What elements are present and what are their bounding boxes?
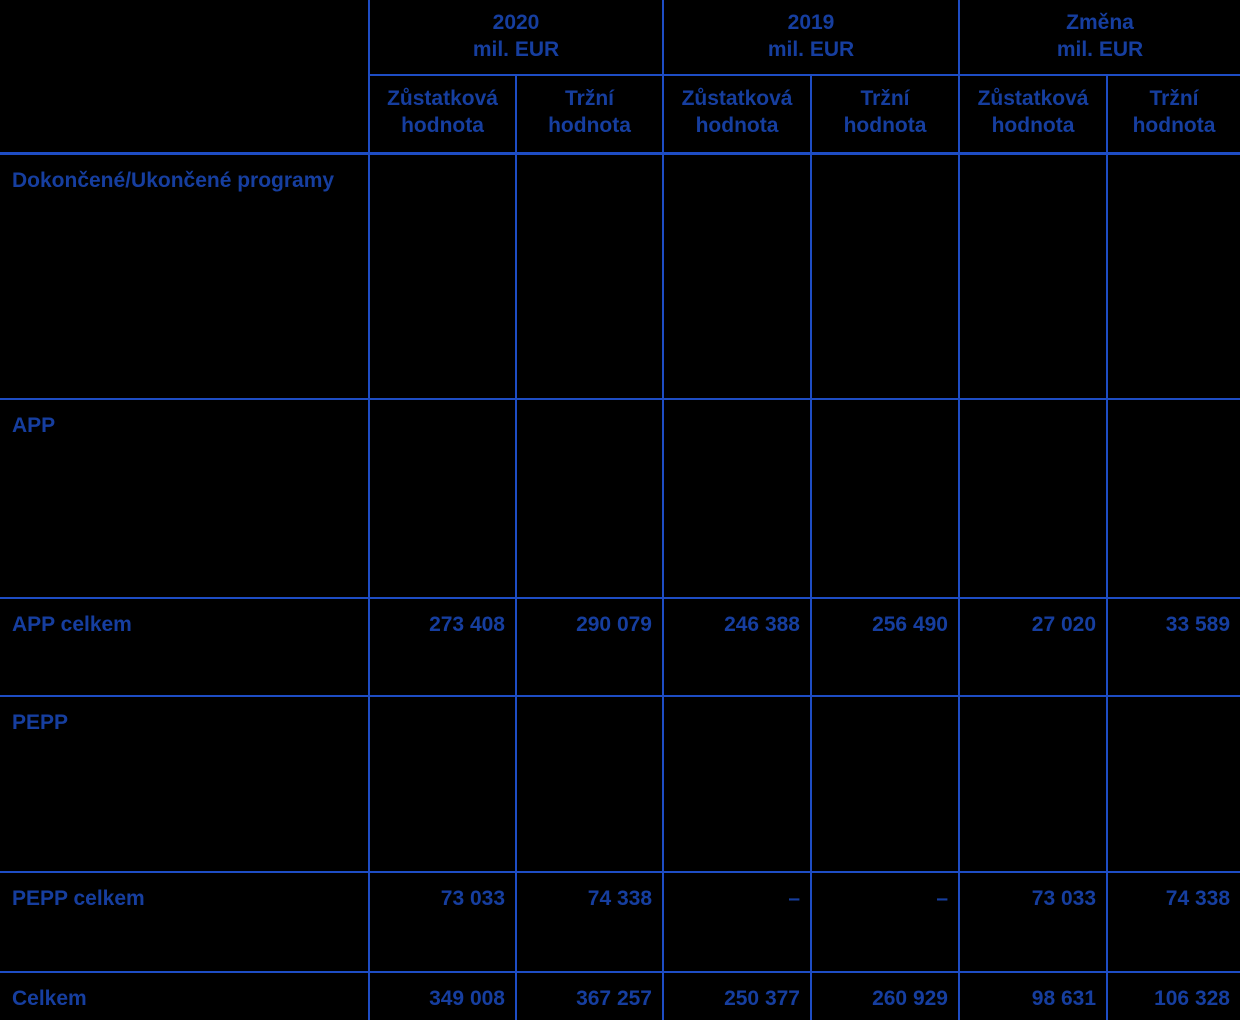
empty-cell [517,155,664,398]
value-cell: 73 033 [370,873,517,971]
value-cell: 73 033 [960,873,1108,971]
section-row-dokoncene-programy: Dokončené/Ukončené programy [0,155,1240,400]
empty-cell [370,697,517,871]
subheader-trzni-2019: Tržní hodnota [812,76,960,152]
value-cell: 74 338 [1165,887,1230,910]
data-row-pepp-celkem: PEPP celkem 73 033 74 338 – – 73 033 74 … [0,873,1240,973]
row-label: PEPP celkem [0,873,370,971]
value-cell: – [812,873,960,971]
empty-cell [664,400,812,597]
table-header-groups-row: 2020 mil. EUR 2019 mil. EUR Změna mil. E… [0,0,1240,76]
subheader-trzni-zmena: Tržní hodnota [1132,87,1216,137]
subheader-zustatkova-zmena: Zůstatková hodnota [960,76,1108,152]
empty-cell [960,155,1108,398]
row-label: APP celkem [0,599,370,695]
group-header-unit: mil. EUR [472,38,560,61]
empty-cell [370,400,517,597]
header-corner-spacer [0,0,370,76]
group-header-2019: 2019 mil. EUR [664,0,960,76]
group-header-unit: mil. EUR [767,38,855,61]
section-label: APP [0,400,370,597]
value-cell: 106 328 [1154,987,1230,1010]
section-label: Dokončené/Ukončené programy [0,155,370,398]
value-cell: 27 020 [960,599,1108,695]
group-header-zmena: Změna mil. EUR [960,0,1240,76]
empty-cell [370,155,517,398]
empty-cell [517,697,664,871]
empty-cell [812,697,960,871]
empty-cell [960,400,1108,597]
group-header-year: 2020 [492,11,540,34]
group-header-year: Změna [1066,11,1134,34]
group-header-year: 2019 [787,11,835,34]
empty-cell [1108,697,1240,871]
value-cell: 260 929 [812,973,960,1020]
table-subheader-row: Zůstatková hodnota Tržní hodnota Zůstatk… [0,76,1240,155]
data-row-app-celkem: APP celkem 273 408 290 079 246 388 256 4… [0,599,1240,697]
group-header-unit: mil. EUR [1056,38,1144,61]
empty-cell [1108,400,1240,597]
section-label: PEPP [0,697,370,871]
value-cell: 246 388 [664,599,812,695]
empty-cell [812,155,960,398]
empty-cell [664,697,812,871]
value-cell: 367 257 [517,973,664,1020]
value-cell: 98 631 [960,973,1108,1020]
value-cell: 256 490 [812,599,960,695]
subheader-zustatkova-2020: Zůstatková hodnota [370,76,517,152]
subheader-zustatkova-2019: Zůstatková hodnota [664,76,812,152]
empty-cell [1108,155,1240,398]
subheader-trzni-2020: Tržní hodnota [517,76,664,152]
empty-cell [517,400,664,597]
group-header-2020: 2020 mil. EUR [370,0,664,76]
empty-cell [664,155,812,398]
empty-cell [960,697,1108,871]
section-row-app: APP [0,400,1240,599]
total-row-celkem: Celkem 349 008 367 257 250 377 260 929 9… [0,973,1240,1020]
row-label: Celkem [0,973,370,1020]
value-cell: 250 377 [664,973,812,1020]
empty-cell [812,400,960,597]
value-cell: 33 589 [1165,613,1230,636]
value-cell: – [664,873,812,971]
value-cell: 290 079 [517,599,664,695]
value-cell: 273 408 [370,599,517,695]
value-cell: 74 338 [517,873,664,971]
section-row-pepp: PEPP [0,697,1240,873]
subheader-spacer [0,76,370,152]
value-cell: 349 008 [370,973,517,1020]
